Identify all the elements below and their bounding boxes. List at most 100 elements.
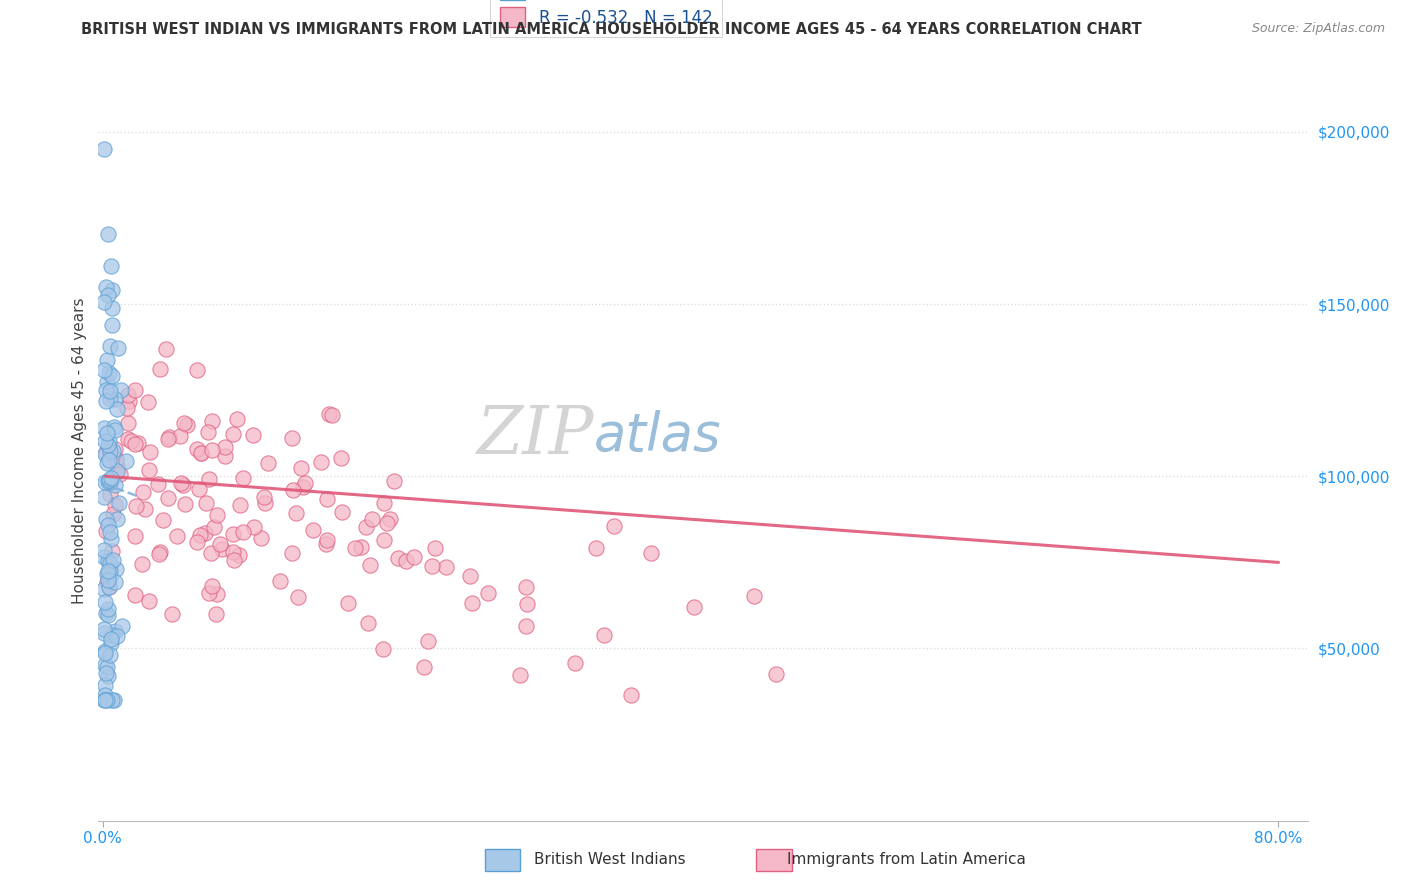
Point <box>253 490 276 504</box>
Point <box>402 550 425 565</box>
Point <box>97 669 120 683</box>
Point <box>98 392 121 407</box>
Point <box>108 496 131 510</box>
Point <box>315 537 337 551</box>
Point <box>96 353 118 368</box>
Point <box>127 435 149 450</box>
Point <box>131 557 153 571</box>
Point <box>98 570 121 584</box>
Point <box>640 546 662 560</box>
Point <box>138 463 160 477</box>
Point <box>229 498 252 512</box>
Point <box>198 472 221 486</box>
Point <box>420 559 443 574</box>
Point <box>284 506 307 520</box>
Point <box>166 529 188 543</box>
Point <box>100 283 122 297</box>
Point <box>105 464 128 478</box>
Point <box>336 596 359 610</box>
Point <box>101 301 124 315</box>
Point <box>93 420 115 434</box>
Point <box>742 589 765 603</box>
Point <box>232 471 254 485</box>
Point <box>114 454 136 468</box>
Point <box>101 553 124 567</box>
Point <box>515 580 537 594</box>
Point <box>194 495 217 509</box>
Point <box>100 532 122 546</box>
Point <box>222 553 245 567</box>
Point <box>193 526 215 541</box>
Point <box>94 607 117 621</box>
Point <box>176 417 198 432</box>
Point <box>93 582 115 596</box>
Point <box>375 516 398 530</box>
Point <box>117 417 139 431</box>
Point <box>152 513 174 527</box>
Point <box>315 491 337 506</box>
Point <box>120 434 142 448</box>
Point <box>378 512 401 526</box>
Point <box>198 585 221 599</box>
Point <box>155 342 177 356</box>
Point <box>104 442 127 456</box>
Point <box>124 383 146 397</box>
Point <box>111 618 134 632</box>
Point <box>124 529 146 543</box>
Point <box>101 444 124 458</box>
Point <box>211 542 233 557</box>
Point <box>105 401 128 416</box>
Point <box>146 476 169 491</box>
Point <box>395 554 418 568</box>
Point <box>226 411 249 425</box>
Text: British West Indians: British West Indians <box>534 852 686 867</box>
Point <box>104 498 127 512</box>
Point <box>387 550 409 565</box>
Point <box>94 658 117 673</box>
Point <box>765 667 787 681</box>
Point <box>105 512 128 526</box>
Point <box>118 394 141 409</box>
Point <box>98 648 121 662</box>
Point <box>93 295 115 310</box>
Point <box>96 575 118 590</box>
Point <box>287 590 309 604</box>
Point <box>197 425 219 440</box>
Point <box>425 541 447 555</box>
Point <box>97 366 120 380</box>
Point <box>593 628 616 642</box>
Point <box>170 475 193 490</box>
Point <box>330 505 353 519</box>
Point <box>117 432 139 446</box>
Point <box>460 569 482 583</box>
Point <box>157 430 180 444</box>
Point <box>96 517 118 532</box>
Point <box>124 437 146 451</box>
Point <box>412 660 434 674</box>
Point <box>105 451 128 466</box>
Point <box>94 280 117 294</box>
Point <box>302 523 325 537</box>
Point <box>93 622 115 636</box>
Point <box>117 388 139 402</box>
Point <box>93 626 115 640</box>
Point <box>190 446 212 460</box>
Point <box>382 474 405 488</box>
Point <box>101 507 124 521</box>
Point <box>100 632 122 646</box>
Point <box>105 629 128 643</box>
Point <box>98 525 121 540</box>
Text: Source: ZipAtlas.com: Source: ZipAtlas.com <box>1251 22 1385 36</box>
Point <box>156 432 179 446</box>
Point <box>564 656 586 670</box>
Point <box>93 447 115 461</box>
Point <box>156 491 179 505</box>
Point <box>516 597 538 611</box>
Point <box>357 615 380 630</box>
Point <box>222 526 245 541</box>
Point <box>98 453 121 467</box>
Point <box>100 693 122 707</box>
Point <box>200 546 222 560</box>
Point <box>292 481 315 495</box>
Point <box>360 512 382 526</box>
